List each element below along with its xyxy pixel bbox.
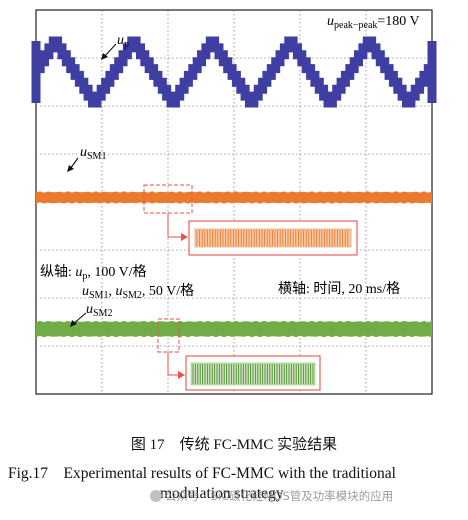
usm2-label-arrow <box>72 312 87 325</box>
usm2-zoom <box>157 318 321 391</box>
watermark-text: 公众号 · SiC碳化硅MOS管及功率模块的应用 <box>165 489 394 503</box>
usm1-zoom-arrow <box>167 213 186 238</box>
caption-english-line2: modulation strategy <box>160 485 284 502</box>
watermark: 公众号 · SiC碳化硅MOS管及功率模块的应用 <box>150 488 393 504</box>
xaxis-scale-label: 横轴: 时间, 20 ms/格 <box>278 281 400 297</box>
caption-english-line1: Fig.17 Experimental results of FC-MMC wi… <box>8 465 396 482</box>
caption-english: Fig.17 Experimental results of FC-MMC wi… <box>8 464 468 504</box>
up-label-arrow <box>103 43 117 58</box>
oscilloscope-figure: up upeak−peak=180 V uSM1 uSM2 纵轴: up, 10… <box>31 9 437 395</box>
up-waveform <box>31 36 437 108</box>
usm1-label-arrowhead <box>67 165 74 172</box>
usm2-zoom-pulses <box>192 364 314 384</box>
yaxis-scale-line2: uSM1, uSM2, 50 V/格 <box>82 283 194 301</box>
up-label: up <box>117 33 129 50</box>
yaxis-scale-line1: 纵轴: up, 100 V/格 <box>40 264 147 282</box>
usm2-zoom-select <box>157 318 180 353</box>
up-label-arrowhead <box>101 53 108 60</box>
peak-label: upeak−peak=180 V <box>327 14 420 31</box>
wechat-icon <box>150 490 162 502</box>
usm1-waveform <box>36 191 432 204</box>
usm2-zoom-arrow <box>167 352 182 376</box>
usm1-zoom-arrowhead <box>181 233 188 241</box>
usm2-zoom-arrowhead <box>178 371 185 379</box>
usm1-zoom-inner <box>194 228 352 248</box>
usm2-label: uSM2 <box>86 302 112 319</box>
usm2-waveform <box>36 320 432 338</box>
caption-chinese: 图 17 传统 FC-MMC 实验结果 <box>130 437 338 453</box>
usm1-zoom <box>143 184 358 256</box>
usm1-zoom-pulses <box>196 230 349 246</box>
usm2-label-arrowhead <box>70 320 77 327</box>
usm1-label: uSM1 <box>80 145 106 162</box>
